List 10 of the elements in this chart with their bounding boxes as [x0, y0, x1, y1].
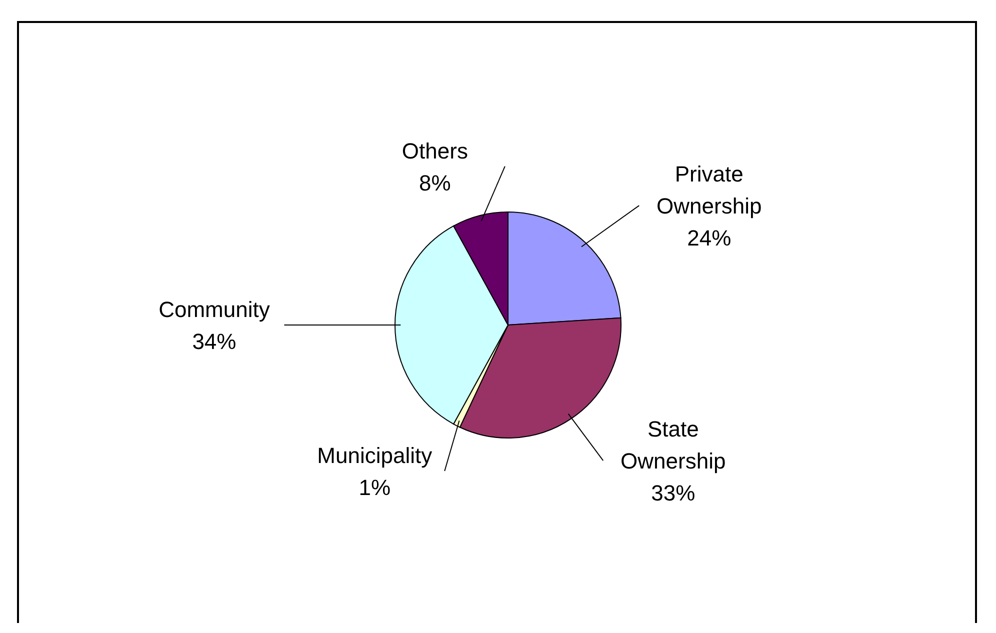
data-label: 33%: [651, 480, 696, 506]
data-label: 34%: [192, 329, 236, 354]
slice-label: Community: [158, 297, 270, 322]
slice-label: Others: [402, 138, 468, 164]
slice-label: State Ownership: [620, 416, 726, 474]
slice-label: Municipality: [317, 442, 432, 468]
data-label: 24%: [687, 226, 732, 251]
data-label: 8%: [419, 170, 451, 196]
slice-label: Private Ownership: [656, 162, 762, 219]
data-label: 1%: [358, 474, 391, 500]
